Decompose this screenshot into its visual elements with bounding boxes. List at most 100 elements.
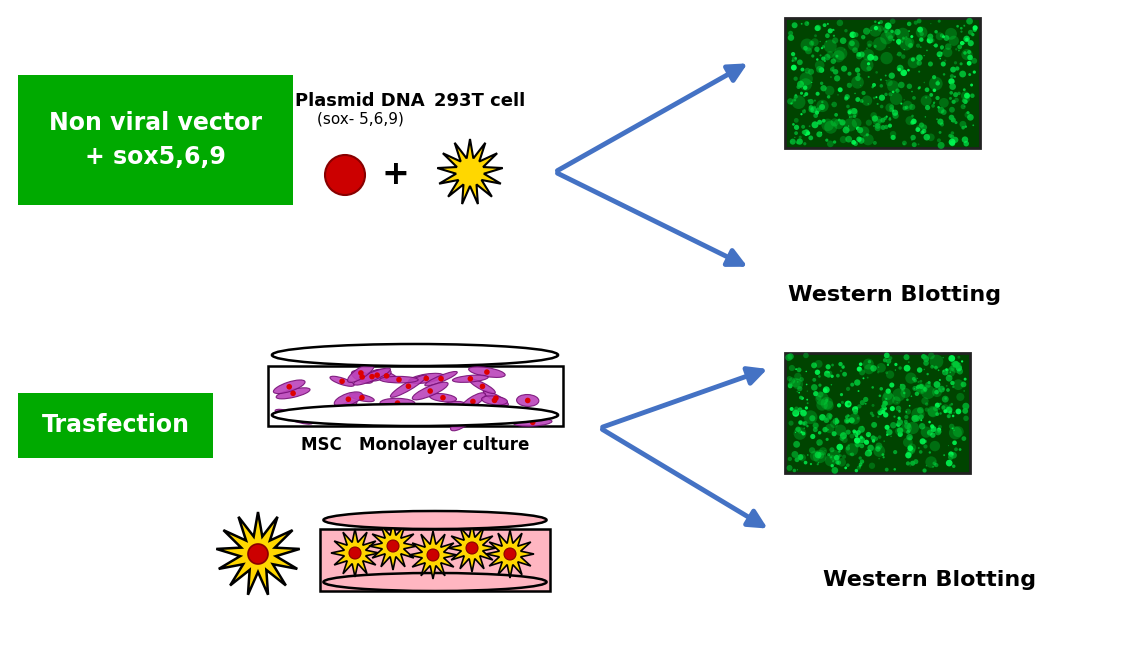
Circle shape <box>935 402 940 408</box>
Circle shape <box>834 424 846 436</box>
Circle shape <box>948 97 952 100</box>
Circle shape <box>878 410 881 414</box>
Circle shape <box>805 134 807 136</box>
Circle shape <box>901 388 911 398</box>
Circle shape <box>917 383 926 393</box>
Circle shape <box>895 89 899 93</box>
Circle shape <box>856 53 862 59</box>
Circle shape <box>911 415 918 422</box>
Circle shape <box>861 59 873 72</box>
Circle shape <box>933 387 942 397</box>
Circle shape <box>887 26 890 28</box>
Circle shape <box>963 99 968 104</box>
Circle shape <box>878 458 880 459</box>
Circle shape <box>930 424 935 428</box>
Circle shape <box>845 401 852 408</box>
Circle shape <box>918 143 919 145</box>
Circle shape <box>937 138 940 142</box>
Circle shape <box>359 395 365 401</box>
Circle shape <box>880 79 882 81</box>
Circle shape <box>840 136 847 143</box>
Circle shape <box>345 397 351 402</box>
Circle shape <box>801 415 804 417</box>
Circle shape <box>934 406 938 411</box>
Circle shape <box>905 409 911 415</box>
Circle shape <box>925 96 927 99</box>
Circle shape <box>873 56 878 61</box>
Circle shape <box>484 370 490 375</box>
Circle shape <box>927 406 938 417</box>
Circle shape <box>872 439 876 443</box>
Circle shape <box>832 29 834 31</box>
Circle shape <box>824 54 830 60</box>
Circle shape <box>926 465 927 466</box>
Circle shape <box>927 373 929 375</box>
Circle shape <box>791 451 798 458</box>
Circle shape <box>866 47 868 49</box>
Circle shape <box>795 94 797 96</box>
Circle shape <box>848 110 852 114</box>
Circle shape <box>857 127 863 133</box>
Circle shape <box>884 391 893 401</box>
Circle shape <box>869 463 876 469</box>
Circle shape <box>860 459 864 464</box>
Circle shape <box>792 56 797 61</box>
Circle shape <box>442 406 448 412</box>
Circle shape <box>857 366 862 371</box>
Circle shape <box>789 365 795 371</box>
Circle shape <box>823 401 833 411</box>
Ellipse shape <box>516 395 539 406</box>
Circle shape <box>923 387 928 391</box>
Circle shape <box>937 80 939 81</box>
Circle shape <box>929 452 931 453</box>
Circle shape <box>803 109 806 114</box>
Circle shape <box>951 403 953 406</box>
Circle shape <box>885 398 887 400</box>
Circle shape <box>812 82 813 83</box>
Circle shape <box>815 360 823 368</box>
Circle shape <box>899 419 901 421</box>
Circle shape <box>821 56 825 61</box>
Circle shape <box>955 67 960 70</box>
Circle shape <box>945 368 947 371</box>
Circle shape <box>812 54 814 57</box>
Circle shape <box>831 467 838 474</box>
Circle shape <box>961 104 966 109</box>
Circle shape <box>902 37 905 39</box>
Circle shape <box>962 136 968 143</box>
Circle shape <box>895 29 901 35</box>
Circle shape <box>823 386 830 393</box>
Circle shape <box>940 109 946 115</box>
Circle shape <box>885 23 891 29</box>
Circle shape <box>824 86 834 96</box>
Circle shape <box>971 33 975 36</box>
Circle shape <box>819 104 825 110</box>
Circle shape <box>921 354 926 359</box>
Circle shape <box>877 363 886 373</box>
Circle shape <box>894 415 896 418</box>
Circle shape <box>917 60 922 66</box>
Circle shape <box>831 431 837 436</box>
Circle shape <box>937 51 943 57</box>
Circle shape <box>788 34 795 41</box>
Circle shape <box>940 45 944 49</box>
Circle shape <box>929 441 940 452</box>
Circle shape <box>890 19 895 24</box>
Circle shape <box>881 410 886 414</box>
Circle shape <box>796 141 799 144</box>
Circle shape <box>890 135 896 140</box>
Circle shape <box>884 353 889 359</box>
Circle shape <box>815 61 824 70</box>
Circle shape <box>825 416 826 417</box>
Circle shape <box>868 435 870 437</box>
Circle shape <box>890 422 896 428</box>
Circle shape <box>887 80 898 92</box>
Circle shape <box>860 435 863 439</box>
Circle shape <box>855 469 858 472</box>
Circle shape <box>861 438 863 440</box>
Circle shape <box>833 29 834 31</box>
Circle shape <box>803 129 809 136</box>
Circle shape <box>918 381 920 383</box>
Circle shape <box>906 422 919 434</box>
FancyBboxPatch shape <box>18 75 293 205</box>
